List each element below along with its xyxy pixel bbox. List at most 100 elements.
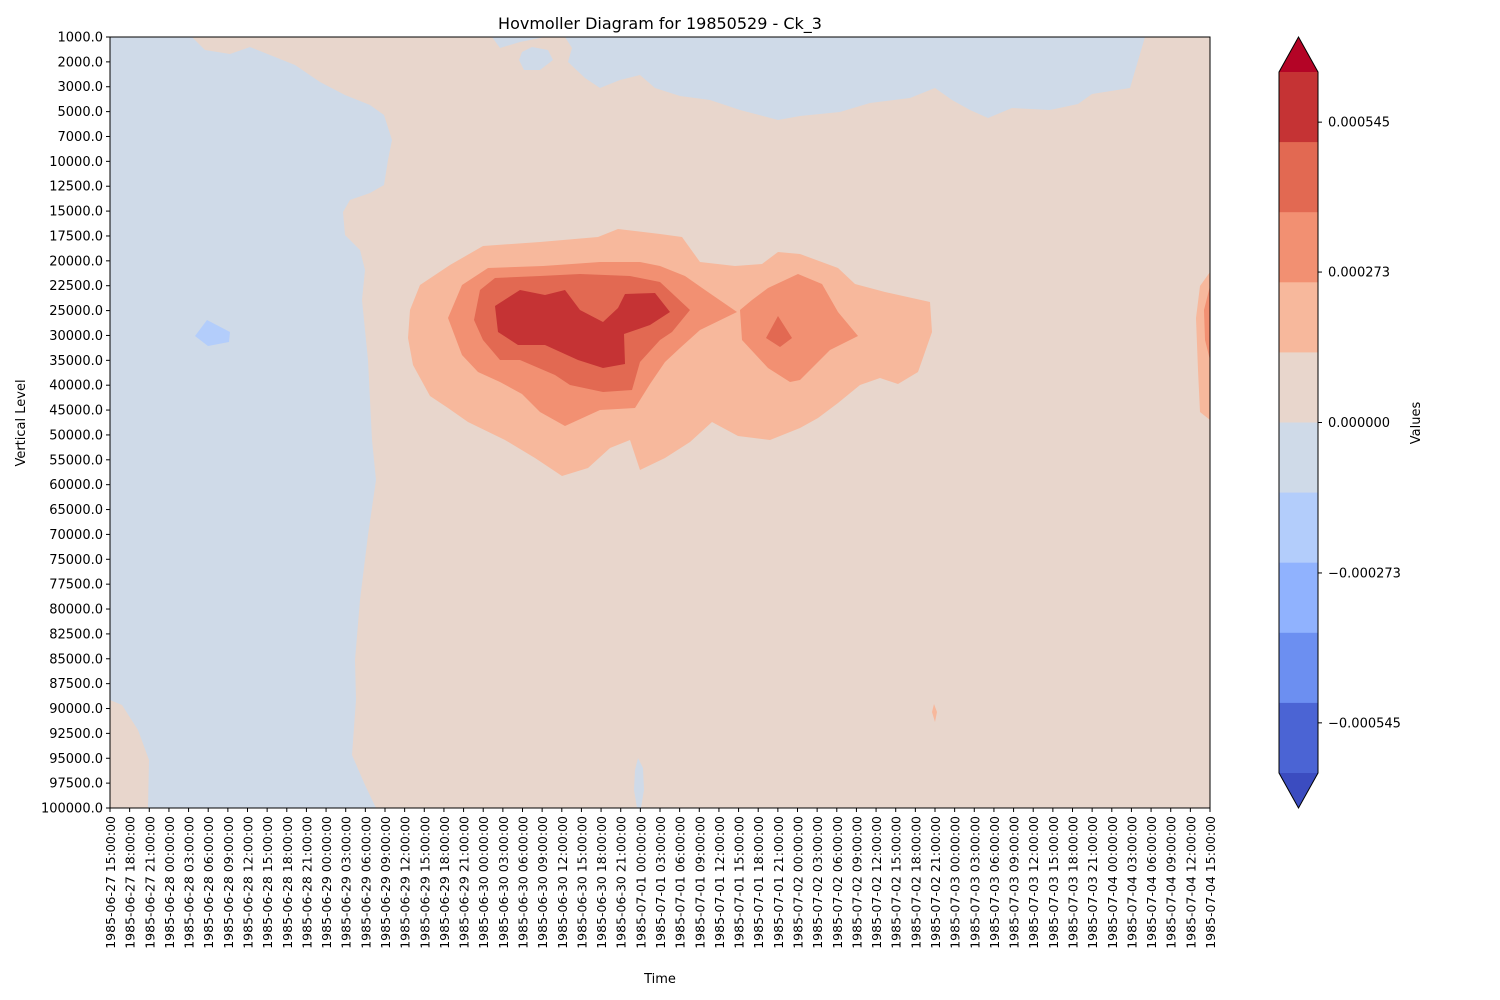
x-tick-label: 1985-07-02 15:00:00 [889,816,904,949]
x-tick-label: 1985-06-27 15:00:00 [103,816,118,949]
x-tick-label: 1985-07-04 09:00:00 [1164,816,1179,949]
x-tick-label: 1985-07-01 09:00:00 [692,816,707,949]
x-tick-label: 1985-06-30 03:00:00 [496,816,511,949]
x-tick-label: 1985-06-28 03:00:00 [182,816,197,949]
x-tick-label: 1985-07-04 12:00:00 [1183,816,1198,949]
colorbar-extend-min [1279,773,1318,808]
y-tick-label: 97500.0 [49,777,103,792]
y-tick-label: 40000.0 [49,379,103,394]
positive-band-2-right [740,274,858,382]
colorbar-tick-label: 0.000545 [1328,116,1390,131]
x-tick-label: 1985-06-29 12:00:00 [398,816,413,949]
x-tick-label: 1985-07-02 00:00:00 [791,816,806,949]
x-tick-label: 1985-07-03 18:00:00 [1066,816,1081,949]
x-tick-label: 1985-07-03 03:00:00 [967,816,982,949]
x-tick-label: 1985-06-30 06:00:00 [516,816,531,949]
colorbar-band [1279,282,1318,353]
x-tick-label: 1985-07-01 21:00:00 [771,816,786,949]
y-tick-label: 60000.0 [49,478,103,493]
y-tick-label: 17500.0 [49,229,103,244]
x-tick-label: 1985-07-01 12:00:00 [712,816,727,949]
y-tick-label: 15000.0 [49,205,103,220]
y-tick-label: 77500.0 [49,578,103,593]
y-tick-label: 3000.0 [58,80,104,95]
y-tick-label: 92500.0 [49,727,103,742]
x-tick-label: 1985-06-30 21:00:00 [614,816,629,949]
y-tick-label: 22500.0 [49,279,103,294]
colorbar-band [1279,72,1318,143]
colorbar: 0.000545 0.000273 0.000000 −0.000273 −0.0005… [1278,35,1401,810]
y-tick-label: 90000.0 [49,702,103,717]
x-tick-label: 1985-07-03 15:00:00 [1046,816,1061,949]
y-tick-label: 82500.0 [49,627,103,642]
chart-title: Hovmoller Diagram for 19850529 - Ck_3 [498,14,822,34]
y-tick-label: 12500.0 [49,180,103,195]
colorbar-tick-label: 0.000273 [1328,266,1390,281]
colorbar-band [1279,562,1318,634]
x-tick-label: 1985-07-01 18:00:00 [751,816,766,949]
y-tick-label: 10000.0 [49,155,103,170]
colorbar-band [1279,212,1318,283]
x-tick-label: 1985-06-28 09:00:00 [221,816,236,949]
x-tick-label: 1985-07-01 06:00:00 [673,816,688,949]
y-tick-label: 95000.0 [49,752,103,767]
colorbar-tick-label: 0.000000 [1328,416,1390,431]
x-axis-label: Time [643,972,676,987]
x-tick-label: 1985-07-04 06:00:00 [1144,816,1159,949]
positive-edge-band-2 [1204,286,1210,360]
colorbar-band [1279,142,1318,213]
y-tick-label: 100000.0 [41,802,103,817]
y-tick-label: 55000.0 [49,453,103,468]
colorbar-outline [1278,35,1319,810]
x-tick-label: 1985-07-03 09:00:00 [1007,816,1022,949]
x-tick-label: 1985-07-04 15:00:00 [1203,816,1218,949]
x-tick-label: 1985-07-03 06:00:00 [987,816,1002,949]
x-tick-label: 1985-07-02 06:00:00 [830,816,845,949]
colorbar-extend-max [1279,37,1318,72]
colorbar-band [1279,492,1318,564]
x-tick-label: 1985-07-03 12:00:00 [1026,816,1041,949]
x-tick-label: 1985-07-02 03:00:00 [810,816,825,949]
plot-area [110,37,1210,808]
x-tick-label: 1985-07-02 09:00:00 [849,816,864,949]
y-tick-label: 25000.0 [49,304,103,319]
x-tick-label: 1985-06-29 21:00:00 [457,816,472,949]
y-tick-label: 75000.0 [49,553,103,568]
x-tick-label: 1985-07-04 03:00:00 [1124,816,1139,949]
x-tick-label: 1985-07-04 00:00:00 [1105,816,1120,949]
x-tick-label: 1985-06-29 09:00:00 [378,816,393,949]
x-tick-label: 1985-07-03 21:00:00 [1085,816,1100,949]
y-tick-label: 50000.0 [49,428,103,443]
y-tick-label: 87500.0 [49,677,103,692]
colorbar-tick-label: −0.000545 [1328,716,1401,731]
positive-tiny-sliver [932,704,937,722]
x-tick-label: 1985-06-28 21:00:00 [299,816,314,949]
x-tick-label: 1985-06-30 09:00:00 [535,816,550,949]
y-tick-label: 45000.0 [49,404,103,419]
x-tick-label: 1985-06-27 18:00:00 [123,816,138,949]
negative-spot [195,320,230,346]
x-tick-label: 1985-06-30 00:00:00 [476,816,491,949]
x-tick-label: 1985-06-29 06:00:00 [358,816,373,949]
x-tick-label: 1985-06-29 00:00:00 [319,816,334,949]
y-tick-label: 65000.0 [49,503,103,518]
y-axis: 1000.0 2000.0 3000.0 5000.0 7000.0 10000.0 125… [41,31,110,817]
negative-region-top [492,37,1145,120]
x-axis: 1985-06-27 15:00:00 1985-06-27 18:00:00 19… [103,808,1218,949]
colorbar-band [1279,702,1318,774]
colorbar-band [1279,352,1318,423]
x-tick-label: 1985-06-28 12:00:00 [241,816,256,949]
positive-band-4 [495,290,670,368]
colorbar-tick-label: −0.000273 [1328,566,1401,581]
x-tick-label: 1985-07-01 15:00:00 [732,816,747,949]
y-axis-label: Vertical Level [14,379,29,466]
negative-island-top [519,47,553,70]
x-tick-label: 1985-07-02 12:00:00 [869,816,884,949]
y-tick-label: 5000.0 [58,105,104,120]
colorbar-band [1279,422,1318,494]
y-tick-label: 1000.0 [58,31,104,46]
x-tick-label: 1985-06-29 15:00:00 [417,816,432,949]
y-tick-label: 80000.0 [49,603,103,618]
negative-sliver-bottom [634,758,644,808]
